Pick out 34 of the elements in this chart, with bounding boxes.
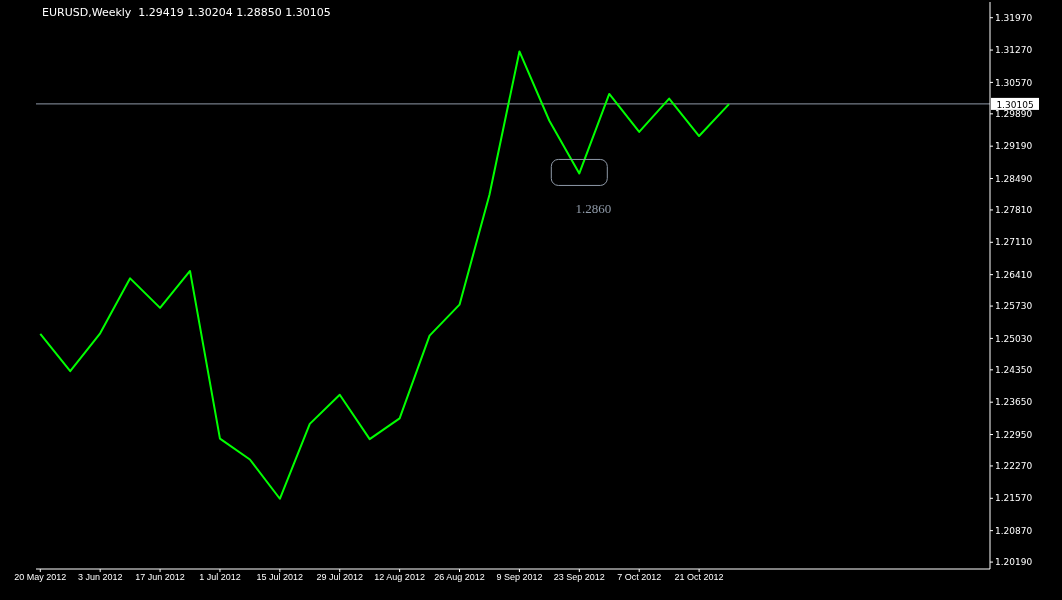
y-tick-label: 1.20870 bbox=[995, 525, 1033, 536]
x-tick-label: 12 Aug 2012 bbox=[374, 572, 425, 583]
y-tick-label: 1.23650 bbox=[995, 397, 1033, 408]
x-tick-label: 17 Jun 2012 bbox=[135, 572, 185, 583]
x-tick-label: 20 May 2012 bbox=[14, 572, 67, 583]
x-tick-label: 26 Aug 2012 bbox=[434, 572, 485, 583]
ref-line-label: 1.30105 bbox=[996, 99, 1034, 110]
x-tick-label: 29 Jul 2012 bbox=[316, 572, 364, 583]
chart-title: EURUSD,Weekly 1.29419 1.30204 1.28850 1.30105 bbox=[42, 6, 331, 19]
y-tick-label: 1.28490 bbox=[995, 173, 1033, 184]
line-series bbox=[39, 50, 731, 500]
y-tick-label: 1.25730 bbox=[995, 301, 1033, 312]
y-tick-label: 1.29190 bbox=[995, 141, 1033, 152]
x-tick-label: 23 Sep 2012 bbox=[553, 572, 605, 583]
y-tick-label: 1.22950 bbox=[995, 429, 1033, 440]
y-tick-label: 1.27110 bbox=[995, 237, 1033, 248]
y-tick-label: 1.21570 bbox=[995, 493, 1033, 504]
y-tick-label: 1.26410 bbox=[995, 269, 1033, 280]
y-tick-label: 1.31970 bbox=[995, 12, 1033, 23]
x-tick-label: 7 Oct 2012 bbox=[617, 572, 662, 583]
y-tick-label: 1.30570 bbox=[995, 77, 1033, 88]
y-tick-label: 1.29890 bbox=[995, 109, 1033, 120]
y-tick-label: 1.25030 bbox=[995, 333, 1033, 344]
y-tick-label: 1.31270 bbox=[995, 45, 1033, 56]
annotation: 1.2860 bbox=[575, 201, 612, 217]
y-tick-label: 1.20190 bbox=[995, 557, 1033, 568]
y-tick-label: 1.24350 bbox=[995, 365, 1033, 376]
x-tick-label: 9 Sep 2012 bbox=[496, 572, 543, 583]
y-tick-label: 1.22270 bbox=[995, 461, 1033, 472]
x-tick-label: 21 Oct 2012 bbox=[674, 572, 724, 583]
y-tick-label: 1.27810 bbox=[995, 205, 1033, 216]
x-tick-label: 1 Jul 2012 bbox=[199, 572, 241, 583]
x-tick-label: 15 Jul 2012 bbox=[256, 572, 304, 583]
x-tick-label: 3 Jun 2012 bbox=[77, 572, 123, 583]
